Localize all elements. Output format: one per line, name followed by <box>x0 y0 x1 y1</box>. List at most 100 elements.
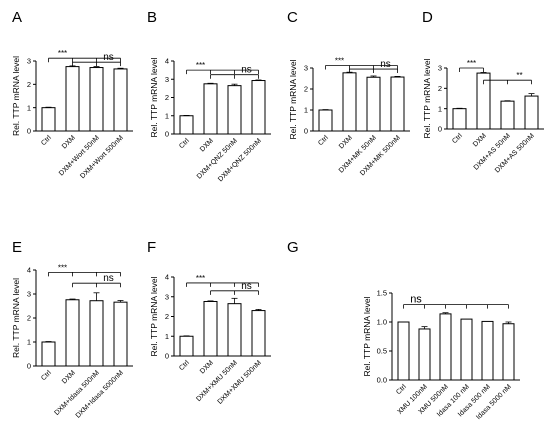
significance-label: ns <box>103 52 114 63</box>
bar <box>452 108 467 130</box>
category-label: DXM <box>199 137 215 153</box>
bar <box>397 321 410 381</box>
significance-label: ns <box>241 65 252 76</box>
bar <box>439 313 452 381</box>
y-axis-label: Rel. TTP mRNA level <box>11 56 21 136</box>
panel-label: A <box>12 9 22 26</box>
bar <box>113 301 128 367</box>
category-label: Ctrl <box>451 132 464 145</box>
category-label: DXM <box>199 359 215 375</box>
bar <box>366 76 381 132</box>
y-tick-label: 1 <box>165 332 169 341</box>
significance-label: ns <box>410 294 422 306</box>
significance-label: ns <box>241 281 252 292</box>
bar <box>502 323 515 381</box>
bar <box>418 328 431 381</box>
bar <box>251 310 266 357</box>
significance-label: *** <box>467 59 476 68</box>
bar <box>65 299 80 367</box>
bar <box>203 300 218 357</box>
significance-label: *** <box>196 274 205 283</box>
y-axis-label: Rel. TTP mRNA level <box>11 278 21 358</box>
bar <box>524 95 539 130</box>
y-axis-label: Rel. TTP mRNA level <box>288 59 298 139</box>
bar <box>227 85 242 135</box>
panel-label: E <box>12 239 22 256</box>
category-label: Ctrl <box>178 137 191 150</box>
significance-label: *** <box>335 56 344 65</box>
panel-label: D <box>422 9 433 26</box>
category-label: DXM+XMU 50nM <box>195 359 239 403</box>
y-axis-label: Rel. TTP mRNA level <box>362 296 372 376</box>
significance-label: *** <box>58 49 67 58</box>
bar <box>481 320 494 381</box>
bar <box>460 318 473 381</box>
category-label: DXM+Idasa 5000nM <box>75 369 125 419</box>
y-tick-label: 1 <box>27 338 31 347</box>
category-label: DXM+QNZ 500nM <box>217 137 263 183</box>
y-tick-label: 0 <box>304 127 308 136</box>
bar <box>179 335 194 357</box>
bar <box>179 115 194 135</box>
category-label: Ctrl <box>40 134 53 147</box>
bar <box>227 303 242 357</box>
y-tick-label: 0 <box>27 127 31 136</box>
panel-label: F <box>147 239 156 256</box>
y-tick-label: 3 <box>165 292 169 301</box>
panel-a: A 0 1 2 3 Rel. TTP mRNA level Ctrl DXMDXM+Wort … <box>11 9 133 180</box>
category-label: DXM <box>472 132 488 148</box>
bar <box>89 67 104 132</box>
bar <box>500 100 515 130</box>
panel-label: B <box>147 9 157 26</box>
y-tick-label: 2 <box>438 84 442 93</box>
y-tick-label: 3 <box>438 64 442 73</box>
category-label: DXM+Wort 500nM <box>79 134 125 180</box>
y-tick-label: 1 <box>27 103 31 112</box>
y-tick-label: 1 <box>438 104 442 113</box>
significance-label: ** <box>516 71 522 80</box>
y-tick-label: 3 <box>27 57 31 66</box>
significance-label: *** <box>196 61 205 70</box>
category-label: DXM <box>338 134 354 150</box>
category-label: Ctrl <box>40 369 53 382</box>
y-tick-label: 2 <box>165 312 169 321</box>
significance-label: ns <box>380 59 391 70</box>
bar <box>390 76 405 132</box>
y-axis-label: Rel. TTP mRNA level <box>149 276 159 356</box>
bar <box>203 83 218 135</box>
category-label: Ctrl <box>395 383 408 396</box>
y-tick-label: 1.5 <box>377 289 387 298</box>
bar <box>318 109 333 132</box>
y-tick-label: 0.0 <box>377 376 387 385</box>
y-tick-label: 0 <box>165 130 169 139</box>
panel-b: B 0 1 2 3 4 Rel. TTP mRNA level Ctrl DXMDXM+QNZ … <box>147 9 271 183</box>
y-tick-label: 1.0 <box>377 318 387 327</box>
bar <box>342 72 357 132</box>
category-label: DXM <box>61 369 77 385</box>
y-tick-label: 4 <box>165 57 169 66</box>
panel-e: E 0 1 2 3 4 Rel. TTP mRNA level Ctrl DXMDXM+Idas… <box>11 239 133 420</box>
y-tick-label: 4 <box>165 273 169 282</box>
bar <box>41 341 56 367</box>
y-axis-label: Rel. TTP mRNA level <box>422 58 432 138</box>
y-tick-label: 1 <box>165 111 169 120</box>
category-label: Ctrl <box>317 134 330 147</box>
y-tick-label: 1 <box>304 106 308 115</box>
category-label: DXM <box>61 134 77 150</box>
bar <box>251 80 266 135</box>
panel-label: C <box>287 9 298 26</box>
y-tick-label: 2 <box>27 80 31 89</box>
panel-f: F 0 1 2 3 4 Rel. TTP mRNA level Ctrl DXMDXM+XMU … <box>147 239 271 406</box>
significance-label: ns <box>103 273 114 284</box>
panel-label: G <box>287 239 299 256</box>
bar <box>113 68 128 132</box>
significance-label: *** <box>58 263 67 272</box>
category-label: Ctrl <box>178 359 191 372</box>
y-tick-label: 0.5 <box>377 347 387 356</box>
y-tick-label: 2 <box>165 93 169 102</box>
y-axis-label: Rel. TTP mRNA level <box>149 57 159 137</box>
